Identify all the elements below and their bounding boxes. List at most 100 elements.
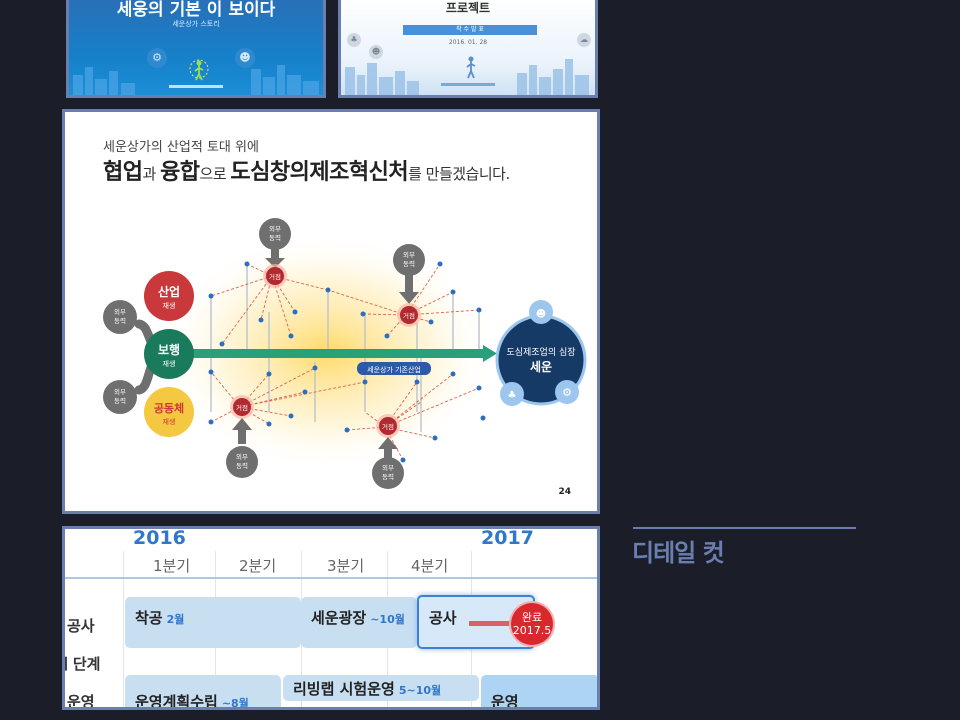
bar-note: 5~10월: [398, 684, 442, 697]
hub-label: 거점: [269, 272, 281, 281]
external-force-node: 외부 동력: [103, 380, 137, 414]
quarter-label: 4분기: [411, 557, 449, 575]
bar-label: 리빙랩 시험운영: [293, 680, 395, 698]
external-force-label: 외부: [269, 225, 281, 233]
thumb2-city-skyline: [345, 56, 589, 95]
external-force-label: 외부: [114, 388, 126, 396]
year-label: 2017: [481, 527, 534, 549]
badge-line2: 2017.5: [512, 624, 552, 637]
bar-livinglab: 리빙랩 시험운영 5~10월: [283, 675, 479, 701]
hub-top-right: 외부 동력 거점: [393, 244, 425, 327]
bar-start: 착공 2월: [125, 597, 301, 648]
external-force-label: 외부: [236, 453, 248, 461]
badge-line1: 완료: [521, 611, 543, 624]
year-label: 2016: [133, 527, 186, 549]
pillar-sub: 재생: [163, 301, 176, 310]
pillar-title: 공동체: [154, 401, 184, 415]
row-label: 공사: [67, 617, 95, 635]
hub-bottom-left: 거점 외부 동력: [226, 395, 258, 478]
tree-icon: ♣: [347, 33, 361, 47]
bar-note: ~8월: [221, 697, 249, 710]
external-force-label: 외부: [403, 251, 415, 259]
row-label: 단계: [72, 655, 101, 673]
quarter-label: 2분기: [239, 557, 277, 575]
slide-thumbnail-title[interactable]: 세웅의 기본 이 보이다 세운상가 스토리 ⚙ ☻: [66, 0, 326, 98]
bar-note: 2월: [166, 613, 185, 626]
slide-kicker: 세운상가의 산업적 토대 위에: [103, 140, 259, 155]
hub-label: 거점: [236, 403, 248, 412]
external-force-node: 외부 동력: [103, 300, 137, 334]
headline-part: 를 만들겠습니다.: [408, 165, 510, 183]
target-line1: 도심제조업의 심장: [506, 347, 575, 358]
thumb1-city-skyline: [73, 59, 319, 95]
pillar-community: 공동체 재생: [144, 387, 194, 437]
pillar-industry: 산업 재생: [144, 271, 194, 321]
hub-bottom-right: 거점 외부 동력: [372, 414, 404, 489]
external-force-label: 외부: [382, 464, 394, 472]
thumb2-date: 2016. 01. 28: [448, 39, 488, 46]
target-heart: ☻ ⚙ ♣ 도심제조업의 심장 세운: [495, 300, 587, 406]
external-force-label: 동력: [269, 234, 281, 242]
row-label: 운영: [67, 693, 95, 710]
arrow-label-pill: [357, 362, 431, 375]
slide-main[interactable]: 세운상가의 산업적 토대 위에 협업과 융합으로 도심창의제조혁신처를 만들겠습…: [62, 109, 600, 514]
headline-part: 도심창의제조혁신처: [230, 160, 409, 185]
target-line2: 세운: [530, 359, 552, 374]
bar-operation: 운영: [481, 675, 597, 710]
headline-part: 과: [142, 165, 161, 183]
hub-label: 거점: [382, 422, 394, 431]
page-number: 24: [558, 487, 571, 497]
bar-label: 운영계획수립: [135, 693, 218, 710]
gear-icon: ⚙: [562, 386, 572, 399]
bar-plaza: 세운광장 ~10월: [301, 597, 417, 648]
hub-label: 거점: [403, 311, 415, 320]
bar-plan: 운영계획수립 ~8월: [125, 675, 281, 710]
people-icon: ☻: [536, 308, 546, 320]
bar-label: 공사: [429, 609, 457, 627]
external-force-label: 동력: [236, 462, 248, 470]
grid-line: [123, 551, 124, 707]
bar-highlight-streak: [469, 621, 539, 626]
external-force-label: 동력: [114, 397, 126, 405]
gear-icon: ⚙: [147, 48, 167, 68]
pillar-sub: 재생: [163, 359, 176, 368]
headline-part: 융합: [160, 160, 200, 185]
hub-top-left: 외부 동력 거점: [259, 218, 291, 288]
slide-headline: 협업과 융합으로 도심창의제조혁신처를 만들겠습니다.: [103, 154, 510, 186]
completion-badge: 완료 2017.5: [511, 603, 553, 645]
network-nodes: [208, 261, 486, 463]
external-force-label: 동력: [114, 317, 126, 325]
network-lines: [210, 263, 480, 461]
caption-divider: [633, 527, 856, 529]
thumb1-subtitle: 세운상가 스토리: [172, 20, 220, 28]
arrow-label: 세운상가 기존산업: [367, 365, 421, 374]
slide-thumbnail-project[interactable]: 프로젝트 착 수 발 표 2016. 01. 28 ♣ ☻ ☁: [338, 0, 598, 98]
headline-part: 협업: [103, 160, 143, 185]
bar-label: 세운광장: [311, 609, 367, 627]
timeline-axis: [65, 577, 597, 579]
thumb1-title: 세웅의 기본 이 보이다: [116, 0, 276, 20]
main-arrow-head: [483, 345, 497, 362]
external-force-label: 동력: [403, 260, 415, 268]
bar-label: 운영: [491, 693, 519, 710]
thumb2-bar-label: 착 수 발 표: [403, 25, 537, 35]
headline-part: 으로: [199, 165, 231, 183]
caption-title: 디테일 컷: [632, 539, 725, 567]
row-label: ㅣ단계: [65, 653, 101, 674]
pillar-sub: 재생: [163, 417, 176, 426]
slide-diagram: 세운상가 기존산업 외부 동력 외부 동력 산업 재생 보행 재생 공동체: [103, 218, 587, 489]
slide-timeline[interactable]: 2016 2017 1분기 2분기 3분기 4분기 공사 ㅣ단계 운영 착공2월…: [62, 526, 600, 710]
cloud-icon: ☁: [577, 33, 591, 47]
pillar-title: 산업: [158, 284, 180, 299]
bar-label: 착공: [135, 609, 163, 627]
main-arrow: [185, 349, 485, 358]
people-icon: ☻: [369, 45, 383, 59]
thumb2-title: 프로젝트: [445, 1, 491, 15]
pillar-walk: 보행 재생: [144, 329, 194, 379]
pillar-title: 보행: [158, 342, 180, 357]
quarter-label: 3분기: [327, 557, 365, 575]
people-icon: ☻: [235, 48, 255, 68]
tree-icon: ♣: [508, 390, 517, 401]
external-force-label: 동력: [382, 473, 394, 481]
quarter-label: 1분기: [153, 557, 191, 575]
